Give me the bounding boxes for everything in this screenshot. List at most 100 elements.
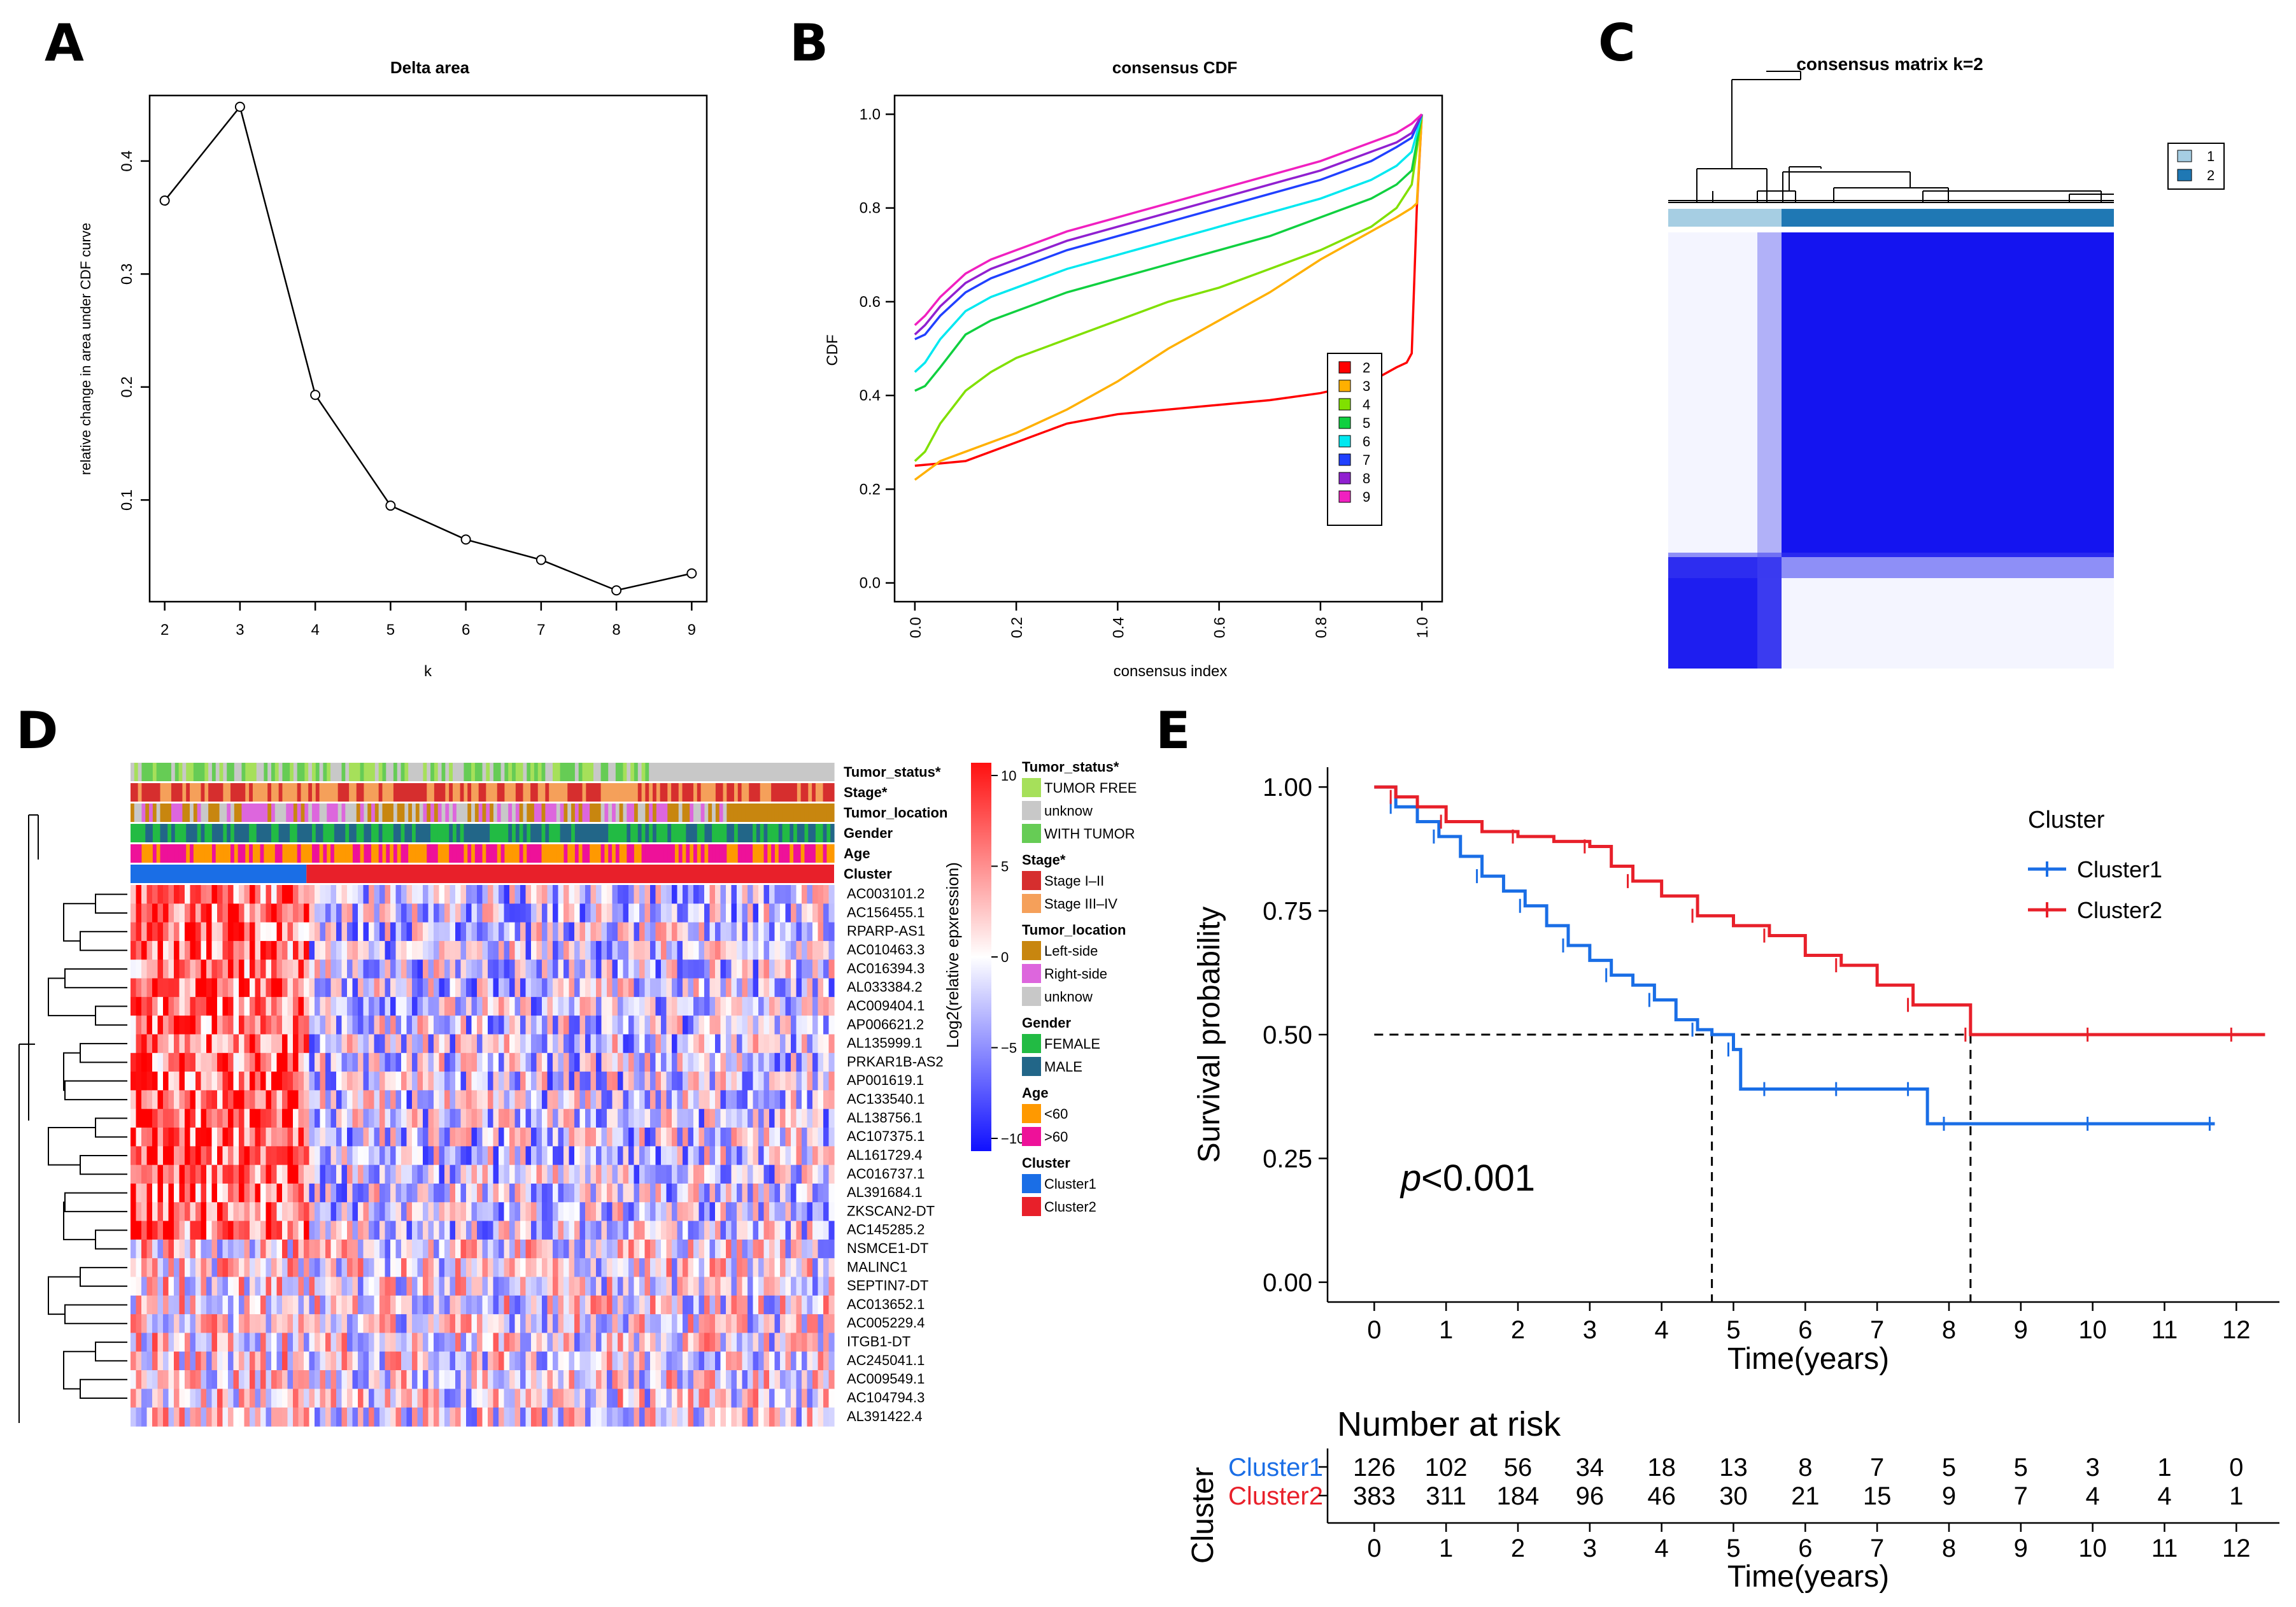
panel-d-heat-cell <box>639 922 646 942</box>
panel-d-heat-cell <box>514 1389 521 1408</box>
panel-e-ytick-label: 0.75 <box>1263 898 1312 926</box>
panel-d-heat-cell <box>222 1277 229 1296</box>
panel-d-heat-cell <box>504 1239 510 1259</box>
panel-d-heat-cell <box>812 1258 819 1278</box>
panel-d-heat-cell <box>293 1016 299 1035</box>
panel-d-heat-cell <box>141 1183 148 1203</box>
panel-d-track-cell <box>508 804 513 822</box>
panel-d-heat-cell <box>222 1221 229 1240</box>
panel-d-track-cell <box>304 804 309 822</box>
panel-d-heat-cell <box>471 1183 478 1203</box>
panel-d-track-cell <box>364 824 368 842</box>
panel-d-heat-cell <box>737 1314 743 1334</box>
panel-d-heat-cell <box>666 1016 672 1035</box>
panel-d-heat-cell <box>737 1052 743 1072</box>
panel-d-heat-cell <box>499 1239 505 1259</box>
panel-d-heat-cell <box>206 1128 213 1147</box>
panel-d-heat-cell <box>628 978 635 998</box>
panel-d-heat-cell <box>791 1052 797 1072</box>
panel-d-heat-cell <box>276 1239 283 1259</box>
panel-d-heat-cell <box>304 1407 310 1427</box>
panel-d-heat-cell <box>753 1314 759 1334</box>
panel-d-heat-cell <box>639 1314 646 1334</box>
panel-d-heat-cell <box>634 1146 640 1166</box>
panel-d-track-cell <box>174 763 180 781</box>
panel-d-heat-cell <box>514 1314 521 1334</box>
panel-d-heat-cell <box>780 1165 786 1184</box>
panel-d-heat-cell <box>536 1052 542 1072</box>
panel-d-track-cell <box>241 763 246 781</box>
panel-d-heat-cell <box>471 903 478 923</box>
panel-d-heat-cell <box>704 1128 711 1147</box>
panel-d-heat-cell <box>358 940 364 960</box>
panel-d-heat-cell <box>769 1034 776 1054</box>
panel-d-heat-cell <box>174 940 180 960</box>
panel-d-heat-cell <box>823 1314 830 1334</box>
panel-d-heat-cell <box>471 1016 478 1035</box>
panel-d-track-cell <box>627 763 631 781</box>
panel-d-heat-cell <box>634 1052 640 1072</box>
panel-d-heat-cell <box>823 903 830 923</box>
panel-b-legend-swatch <box>1338 416 1351 429</box>
panel-d-heat-cell <box>379 1333 386 1352</box>
panel-d-track-cell <box>478 783 483 802</box>
panel-d-heat-cell <box>423 1407 429 1427</box>
panel-d-heat-cell <box>195 1333 202 1352</box>
panel-d-heat-cell <box>748 1351 754 1371</box>
panel-d-heat-cell <box>406 1090 413 1110</box>
panel-d-track-cell <box>434 804 439 822</box>
panel-d-heat-cell <box>542 1258 548 1278</box>
panel-d-heat-cell <box>450 1052 456 1072</box>
panel-d-heat-cell <box>347 1239 353 1259</box>
panel-d-heat-cell <box>271 1407 278 1427</box>
panel-d-track-cell <box>341 824 346 842</box>
panel-d-dendro-branch <box>80 1043 127 1063</box>
panel-d-heat-cell <box>547 903 553 923</box>
panel-d-heat-cell <box>688 1221 694 1240</box>
panel-d-heat-cell <box>190 1239 196 1259</box>
panel-d-track-cell <box>753 824 757 842</box>
panel-d-dendro-branch <box>63 1052 80 1091</box>
panel-d-heat-cell <box>628 1052 635 1072</box>
panel-d-heat-cell <box>439 1295 445 1315</box>
panel-d-heat-cell <box>531 1258 537 1278</box>
panel-d-heat-cell <box>612 1090 618 1110</box>
panel-d-heat-cell <box>791 1295 797 1315</box>
panel-d-heat-cell <box>531 940 537 960</box>
panel-d-heat-cell <box>406 1277 413 1296</box>
panel-d-heat-cell <box>569 1389 575 1408</box>
panel-d-heat-cell <box>260 1146 267 1166</box>
panel-d-heat-cell <box>726 1295 732 1315</box>
panel-d-heat-cell <box>634 1277 640 1296</box>
panel-d-heat-cell <box>163 1146 169 1166</box>
panel-d-heat-cell <box>222 1389 229 1408</box>
panel-d-heat-cell <box>157 940 164 960</box>
panel-d-heat-cell <box>828 1295 835 1315</box>
panel-d-heat-cell <box>704 1146 711 1166</box>
panel-d-heat-cell <box>282 1090 288 1110</box>
panel-d-heat-cell <box>293 1314 299 1334</box>
panel-d-heat-cell <box>774 1221 781 1240</box>
panel-d-heat-cell <box>374 940 380 960</box>
panel-d-heat-cell <box>585 903 592 923</box>
panel-d-heat-cell <box>401 940 407 960</box>
panel-d-heat-cell <box>618 885 624 904</box>
panel-d-heat-cell <box>525 1165 532 1184</box>
panel-d-heat-cell <box>774 1090 781 1110</box>
panel-b-legend-swatch <box>1338 379 1351 392</box>
panel-d-heat-cell <box>547 1221 553 1240</box>
panel-d-track-cell <box>819 763 824 781</box>
panel-d-track-cell <box>600 844 606 863</box>
panel-d-track-cell <box>545 804 549 822</box>
panel-d-heat-cell <box>228 1351 234 1371</box>
panel-d-heat-cell <box>628 1183 635 1203</box>
panel-d-heat-cell <box>206 885 213 904</box>
panel-d-heat-cell <box>585 978 592 998</box>
panel-d-heat-cell <box>693 1277 700 1296</box>
panel-d-heat-cell <box>650 922 656 942</box>
panel-d-track-cell <box>797 844 802 863</box>
panel-d-heat-cell <box>639 1351 646 1371</box>
panel-d-legend-swatch <box>1022 1197 1041 1216</box>
panel-d-track-cell <box>608 824 613 842</box>
panel-e-xtick-label: 10 <box>2078 1316 2107 1344</box>
